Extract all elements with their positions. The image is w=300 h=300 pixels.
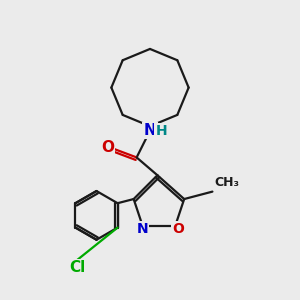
Text: O: O (101, 140, 114, 155)
Text: O: O (172, 222, 184, 236)
Text: N: N (144, 123, 156, 138)
Text: H: H (155, 124, 167, 138)
Text: Cl: Cl (69, 260, 85, 275)
Text: CH₃: CH₃ (214, 176, 239, 189)
Text: N: N (137, 222, 148, 236)
